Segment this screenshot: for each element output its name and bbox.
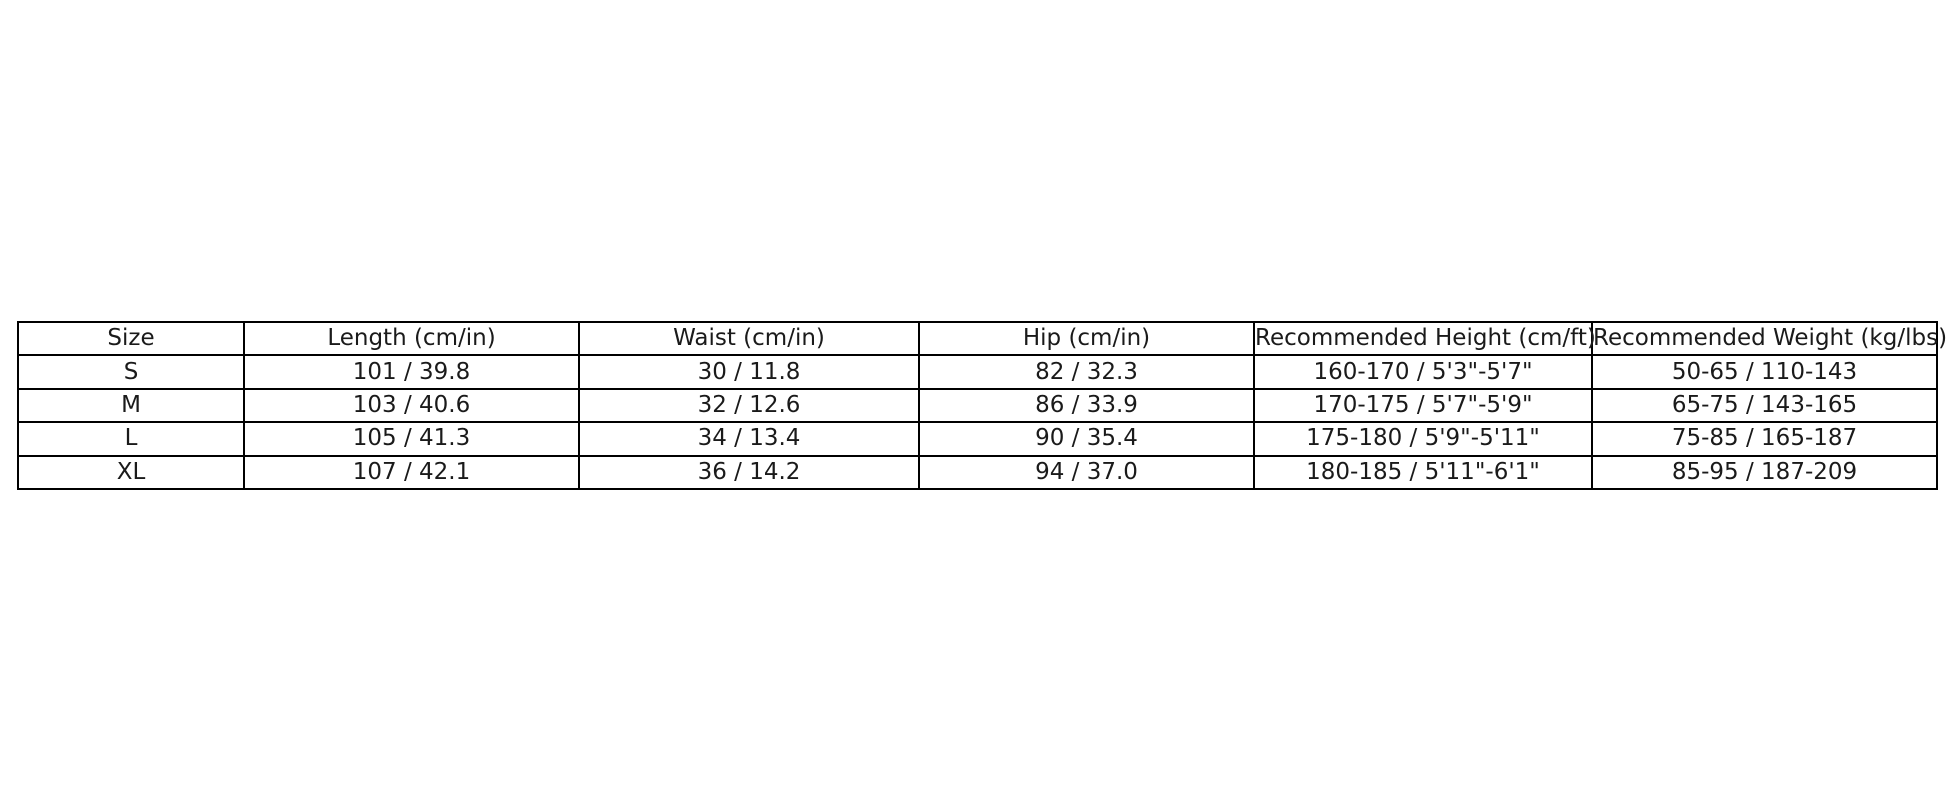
cell-length: 103 / 40.6: [243, 387, 580, 424]
cell-waist: 32 / 12.6: [578, 387, 920, 424]
header-row: Size Length (cm/in) Waist (cm/in) Hip (c…: [17, 320, 1946, 357]
table-row-size-m: M 103 / 40.6 32 / 12.6 86 / 33.9 170-175…: [17, 387, 1938, 424]
cell-recommended-height: 175-180 / 5'9"-5'11": [1253, 421, 1593, 457]
cell-recommended-weight: 75-85 / 165-187: [1591, 421, 1938, 457]
cell-recommended-height: 160-170 / 5'3"-5'7": [1253, 354, 1593, 390]
cell-size: XL: [17, 454, 245, 490]
size-chart-figure: Size Length (cm/in) Waist (cm/in) Hip (c…: [17, 320, 1946, 490]
cell-length: 105 / 41.3: [243, 421, 580, 457]
cell-recommended-height: 170-175 / 5'7"-5'9": [1253, 387, 1593, 424]
table-row-size-s: S 101 / 39.8 30 / 11.8 82 / 32.3 160-170…: [17, 354, 1938, 390]
cell-size: M: [17, 387, 245, 424]
table-row-size-xl: XL 107 / 42.1 36 / 14.2 94 / 37.0 180-18…: [17, 454, 1938, 490]
table-row-size-l: L 105 / 41.3 34 / 13.4 90 / 35.4 175-180…: [17, 421, 1938, 457]
cell-length: 101 / 39.8: [243, 354, 580, 390]
col-header-recommended-height: Recommended Height (cm/ft): [1253, 320, 1596, 357]
cell-size: L: [17, 421, 245, 457]
cell-waist: 36 / 14.2: [578, 454, 920, 490]
cell-size: S: [17, 354, 245, 390]
col-header-recommended-weight: Recommended Weight (kg/lbs): [1591, 320, 1946, 357]
cell-recommended-height: 180-185 / 5'11"-6'1": [1253, 454, 1593, 490]
cell-hip: 82 / 32.3: [918, 354, 1255, 390]
col-header-length: Length (cm/in): [243, 320, 580, 357]
cell-hip: 94 / 37.0: [918, 454, 1255, 490]
col-header-waist: Waist (cm/in): [578, 320, 920, 357]
size-chart-table: Size Length (cm/in) Waist (cm/in) Hip (c…: [17, 320, 1946, 490]
cell-hip: 90 / 35.4: [918, 421, 1255, 457]
col-header-size: Size: [17, 320, 245, 357]
cell-recommended-weight: 50-65 / 110-143: [1591, 354, 1938, 390]
cell-recommended-weight: 65-75 / 143-165: [1591, 387, 1938, 424]
cell-hip: 86 / 33.9: [918, 387, 1255, 424]
cell-waist: 34 / 13.4: [578, 421, 920, 457]
cell-waist: 30 / 11.8: [578, 354, 920, 390]
col-header-hip: Hip (cm/in): [918, 320, 1255, 357]
cell-length: 107 / 42.1: [243, 454, 580, 490]
cell-recommended-weight: 85-95 / 187-209: [1591, 454, 1938, 490]
